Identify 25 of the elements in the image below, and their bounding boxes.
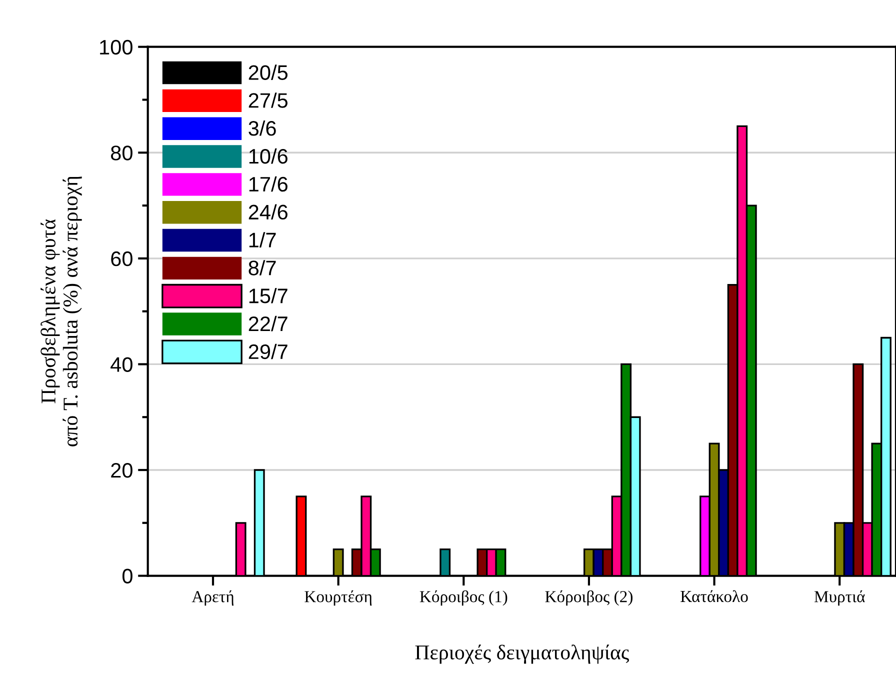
legend-label: 8/7 [248,260,276,276]
legend-label: 3/6 [248,120,276,136]
x-tick-label: Αρετή [192,590,234,606]
x-tick-label: Κατάκολο [680,590,748,602]
y-tick-label: 100 [100,40,132,55]
x-tick-label: Κουρτέση [304,590,372,606]
legend-label: 1/7 [249,232,276,248]
legend-label: 27/5 [248,92,288,108]
legend-label: 22/7 [248,316,288,332]
legend-label: 24/6 [248,204,288,220]
y-axis-title: Προσβεβλημένα φυτά από T. asboluta (%) ανά περιοχή [40,176,82,446]
x-tick-label: Κόροιβος (2) [545,590,632,606]
x-axis-title: Περιοχές δειγματοληψίας [415,644,629,664]
y-tick-label: 80 [110,146,132,160]
y-tick-label: 0 [122,568,132,584]
legend-label: 10/6 [249,148,288,164]
y-tick-label: 20 [111,463,132,478]
legend-label: 15/7 [249,288,288,304]
legend-label: 17/6 [249,176,288,192]
y-tick-label: 60 [111,251,132,266]
x-tick-label: Μυρτιά [814,590,865,606]
legend-label: 20/5 [248,64,288,80]
x-tick-label: Κόροιβος (1) [420,590,508,606]
y-tick-label: 40 [110,357,132,372]
legend-label: 29/7 [248,344,288,360]
